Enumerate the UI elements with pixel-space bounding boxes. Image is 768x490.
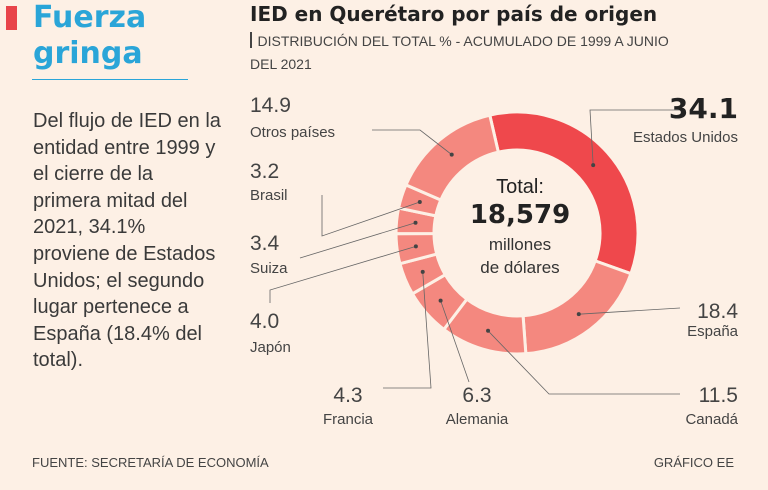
chart-subtitle: Distribución del total % - acumulado de … [250,30,690,76]
leader-dot-alemania [438,298,443,303]
leader-dot-brasil [417,200,422,205]
category-label-espana: España [687,323,739,340]
leader-francia [383,271,432,389]
headline-rule [32,79,188,80]
leader-dot-canada [486,328,491,333]
leader-dot-estados-unidos [591,163,596,168]
donut-slices [394,110,640,356]
category-label-brasil: Brasil [250,187,288,204]
chart-subtitle-text: Distribución del total % - acumulado de … [250,33,669,72]
category-label-francia: Francia [323,411,374,428]
headline-line-2: gringa [33,36,143,71]
category-label-canada: Canadá [685,411,738,428]
leader-estados-unidos [589,109,680,166]
slice-otros-paises [403,113,501,202]
category-label-estados-unidos: Estados Unidos [633,129,738,146]
value-label-canada: 11.5 [699,384,738,407]
slice-estados-unidos [487,110,640,276]
leader-japon [269,245,416,303]
subtitle-bar [250,32,252,48]
value-label-alemania: 6.3 [462,384,491,407]
value-label-francia: 4.3 [333,384,362,407]
chart-title: IED en Querétaro por país de origen [250,2,658,26]
value-label-brasil: 3.2 [250,160,279,183]
value-label-suiza: 3.4 [250,232,280,255]
leader-alemania [440,300,470,383]
leader-brasil [321,195,420,237]
graphic-credit: GRÁFICO EE [653,455,734,470]
leader-dot-francia [420,269,425,274]
value-label-japon: 4.0 [250,310,279,333]
leader-espana [578,307,681,315]
category-label-otros-paises: Otros países [250,124,335,141]
center-total-value: 18,579 [470,200,570,230]
category-label-alemania: Alemania [446,411,509,428]
leader-canada [487,330,680,395]
leader-dot-otros-paises [449,152,454,157]
leader-dot-espana [576,312,581,317]
leader-dot-suiza [413,220,418,225]
source-note: FUENTE: SECRETARÍA DE ECONOMÍA [32,455,269,470]
category-label-suiza: Suiza [250,260,288,277]
category-label-japon: Japón [250,339,291,356]
leader-suiza [299,222,416,259]
value-label-espana: 18.4 [697,300,738,323]
headline-line-1: Fuerza [33,0,147,35]
center-unit-line-2: de dólares [480,258,559,277]
leader-lines [269,109,681,395]
value-label-estados-unidos: 34.1 [669,92,738,125]
accent-bar [6,6,17,30]
value-label-otros-paises: 14.9 [250,94,291,117]
center-total-label: Total: [496,176,544,198]
leader-dot-japon [413,244,418,249]
headline: Fuerza gringa [33,0,146,72]
intro-text: Del flujo de IED en la entidad entre 199… [33,110,221,372]
center-unit-line-1: millones [489,235,551,254]
leader-otros-paises [372,129,452,155]
